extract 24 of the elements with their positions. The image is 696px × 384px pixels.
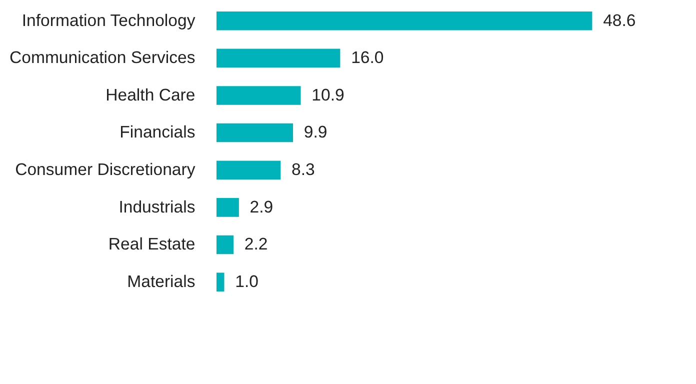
y-tick-label: Consumer Discretionary xyxy=(15,160,196,180)
data-label: 10.9 xyxy=(312,85,344,104)
data-label: 8.3 xyxy=(292,160,315,180)
y-tick-label: Materials xyxy=(127,272,196,292)
bar xyxy=(216,86,301,105)
data-label: 48.6 xyxy=(603,10,636,30)
bar xyxy=(216,235,234,254)
bar xyxy=(216,198,239,217)
y-tick-label: Industrials xyxy=(118,197,196,216)
y-tick-label: Financials xyxy=(120,122,196,142)
data-label: 1.0 xyxy=(235,272,258,292)
bar xyxy=(216,11,592,30)
bar xyxy=(216,160,281,180)
bar xyxy=(216,48,340,68)
y-tick-label: Health Care xyxy=(106,85,196,104)
data-label: 16.0 xyxy=(351,48,384,68)
y-tick-label: Information Technology xyxy=(22,10,196,30)
bar xyxy=(216,272,224,292)
data-label: 9.9 xyxy=(304,122,328,142)
y-tick-label: Real Estate xyxy=(108,234,196,254)
data-label: 2.9 xyxy=(250,197,274,216)
y-tick-label: Communication Services xyxy=(9,48,196,68)
data-label: 2.2 xyxy=(244,234,268,254)
bar xyxy=(216,123,294,142)
